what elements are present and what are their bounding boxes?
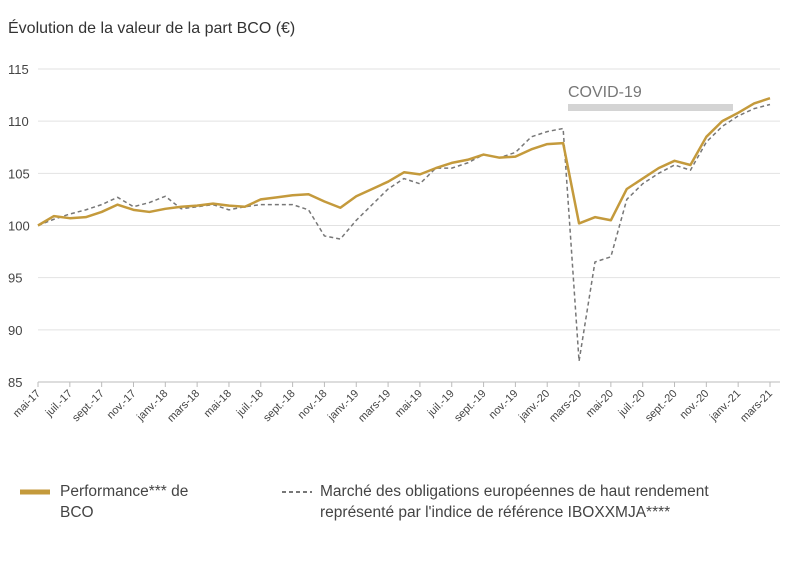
x-tick-label: mars-21 [738, 388, 775, 425]
x-tick-label: sept.-20 [643, 388, 680, 425]
x-tick-label: sept.-19 [452, 388, 489, 425]
legend-label: Marché des obligations européennes de ha… [320, 483, 709, 521]
x-tick-label: mai-19 [393, 388, 425, 420]
x-tick-label: mars-20 [547, 388, 584, 425]
x-tick-label: sept.-18 [261, 388, 298, 425]
x-tick-label: mars-19 [356, 388, 393, 425]
annotation: COVID-19 [568, 84, 642, 101]
y-tick-label: 100 [8, 219, 30, 234]
x-tick-label: mai-18 [202, 388, 234, 420]
y-tick-label: 85 [8, 375, 22, 390]
x-tick-label: mai-20 [584, 388, 616, 420]
series-line [37, 103, 771, 362]
x-tick-label: nov.-20 [678, 388, 712, 422]
x-tick-label: sept.-17 [70, 388, 107, 425]
x-tick-label: nov.-18 [296, 388, 330, 422]
x-tick-label: nov.-17 [105, 388, 139, 422]
x-tick-label: nov.-19 [487, 388, 521, 422]
chart-title: Évolution de la valeur de la part BCO (€… [8, 18, 295, 37]
y-tick-label: 95 [8, 271, 22, 286]
x-tick-label: mai-17 [11, 388, 43, 420]
legend-label: Performance*** de BCO [60, 483, 189, 521]
series-line [37, 97, 771, 227]
y-tick-label: 110 [8, 114, 29, 129]
covid-bar [568, 104, 733, 111]
y-tick-label: 115 [8, 62, 29, 77]
y-tick-label: 90 [8, 323, 22, 338]
x-tick-label: janv.-18 [134, 388, 170, 424]
x-tick-label: janv.-21 [707, 388, 743, 424]
x-tick-label: janv.-20 [516, 388, 552, 424]
x-tick-label: janv.-19 [325, 388, 361, 424]
y-tick-label: 105 [8, 166, 30, 181]
x-tick-label: mars-18 [165, 388, 202, 425]
